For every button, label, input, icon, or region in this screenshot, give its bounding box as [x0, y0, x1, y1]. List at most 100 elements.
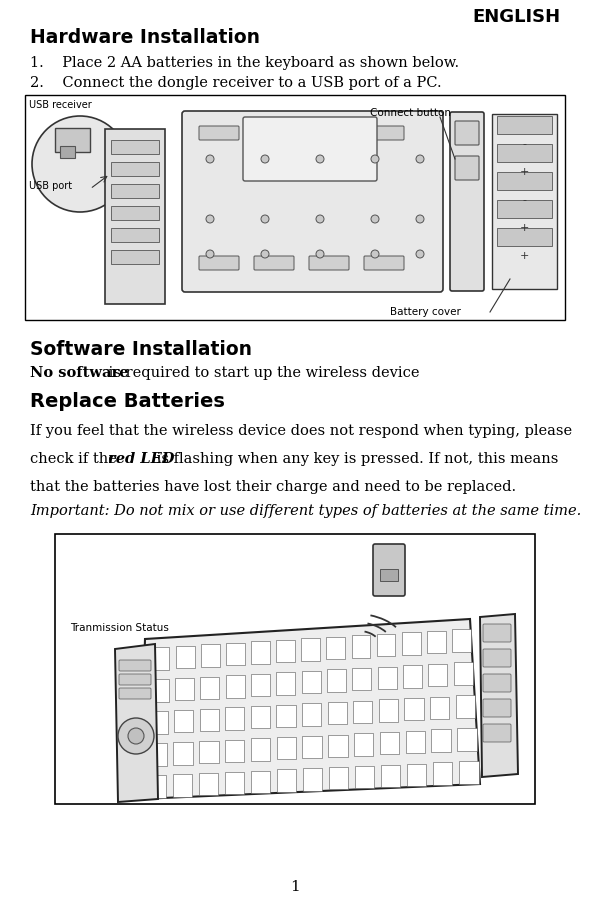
Circle shape	[316, 216, 324, 224]
Text: 1: 1	[290, 879, 300, 893]
Polygon shape	[303, 769, 322, 791]
Text: 1.    Place 2 AA batteries in the keyboard as shown below.: 1. Place 2 AA batteries in the keyboard …	[30, 56, 459, 70]
Polygon shape	[327, 702, 347, 724]
Polygon shape	[452, 630, 471, 652]
Polygon shape	[459, 761, 478, 784]
Text: Battery cover: Battery cover	[390, 307, 461, 317]
Polygon shape	[225, 772, 244, 795]
Polygon shape	[457, 729, 477, 750]
FancyBboxPatch shape	[455, 122, 479, 146]
Polygon shape	[352, 636, 371, 658]
Polygon shape	[225, 707, 244, 730]
Circle shape	[416, 156, 424, 164]
Polygon shape	[276, 673, 296, 695]
Circle shape	[371, 216, 379, 224]
Polygon shape	[427, 631, 445, 654]
Circle shape	[261, 216, 269, 224]
FancyBboxPatch shape	[483, 724, 511, 742]
Circle shape	[206, 216, 214, 224]
Polygon shape	[175, 678, 194, 701]
Polygon shape	[303, 736, 322, 759]
Bar	[111, 207, 159, 221]
Text: 2.    Connect the dongle receiver to a USB port of a PC.: 2. Connect the dongle receiver to a USB …	[30, 76, 442, 90]
Bar	[111, 229, 159, 243]
Polygon shape	[149, 712, 168, 734]
Circle shape	[416, 216, 424, 224]
Polygon shape	[225, 740, 244, 762]
Text: No software: No software	[30, 365, 129, 380]
Circle shape	[371, 251, 379, 259]
Text: -: -	[522, 195, 526, 205]
Text: is flashing when any key is pressed. If not, this means: is flashing when any key is pressed. If …	[152, 452, 558, 465]
Text: +: +	[519, 223, 529, 233]
Bar	[55, 129, 90, 152]
Polygon shape	[355, 766, 375, 788]
Polygon shape	[302, 704, 321, 726]
Text: +: +	[519, 251, 529, 261]
FancyBboxPatch shape	[243, 118, 377, 182]
Bar	[380, 569, 398, 582]
Polygon shape	[150, 679, 169, 702]
Polygon shape	[378, 667, 396, 689]
FancyBboxPatch shape	[309, 257, 349, 271]
Bar	[497, 173, 552, 191]
FancyBboxPatch shape	[373, 545, 405, 596]
Polygon shape	[174, 710, 194, 732]
Circle shape	[416, 251, 424, 259]
Polygon shape	[379, 700, 398, 722]
Polygon shape	[200, 676, 219, 699]
Polygon shape	[402, 632, 421, 655]
FancyBboxPatch shape	[450, 113, 484, 291]
Bar	[105, 130, 165, 305]
Bar	[492, 115, 557, 290]
FancyBboxPatch shape	[364, 257, 404, 271]
Polygon shape	[115, 644, 158, 802]
Polygon shape	[173, 742, 193, 765]
Polygon shape	[277, 704, 296, 727]
Polygon shape	[251, 674, 270, 696]
FancyBboxPatch shape	[455, 157, 479, 180]
FancyBboxPatch shape	[119, 660, 151, 671]
Polygon shape	[433, 762, 453, 785]
FancyBboxPatch shape	[119, 688, 151, 699]
Bar	[111, 251, 159, 264]
Bar	[497, 229, 552, 247]
Polygon shape	[140, 620, 480, 799]
Circle shape	[32, 117, 128, 213]
Text: If you feel that the wireless device does not respond when typing, please: If you feel that the wireless device doe…	[30, 424, 572, 437]
FancyBboxPatch shape	[199, 257, 239, 271]
FancyBboxPatch shape	[483, 675, 511, 692]
Text: +: +	[519, 167, 529, 177]
Polygon shape	[146, 776, 166, 798]
Bar	[497, 201, 552, 219]
Polygon shape	[176, 646, 195, 668]
Polygon shape	[431, 730, 451, 752]
Polygon shape	[404, 698, 424, 721]
FancyBboxPatch shape	[254, 257, 294, 271]
Polygon shape	[326, 637, 345, 659]
Polygon shape	[251, 739, 270, 761]
Bar	[55, 534, 535, 804]
Circle shape	[206, 156, 214, 164]
Polygon shape	[251, 771, 270, 793]
Polygon shape	[327, 669, 346, 692]
Polygon shape	[276, 640, 295, 662]
Polygon shape	[277, 737, 296, 759]
Text: Tranmission Status: Tranmission Status	[70, 622, 169, 632]
Polygon shape	[201, 645, 219, 667]
Text: Replace Batteries: Replace Batteries	[30, 391, 225, 410]
Bar	[497, 145, 552, 163]
Text: Connect button: Connect button	[370, 108, 451, 118]
Circle shape	[316, 156, 324, 164]
Polygon shape	[406, 731, 425, 753]
FancyBboxPatch shape	[364, 127, 404, 141]
Polygon shape	[407, 764, 427, 786]
Polygon shape	[301, 671, 321, 694]
Polygon shape	[328, 735, 348, 757]
Polygon shape	[454, 663, 473, 685]
FancyBboxPatch shape	[199, 127, 239, 141]
Polygon shape	[251, 706, 270, 729]
Text: red LED: red LED	[108, 452, 175, 465]
Text: -: -	[522, 139, 526, 149]
Polygon shape	[455, 695, 475, 718]
